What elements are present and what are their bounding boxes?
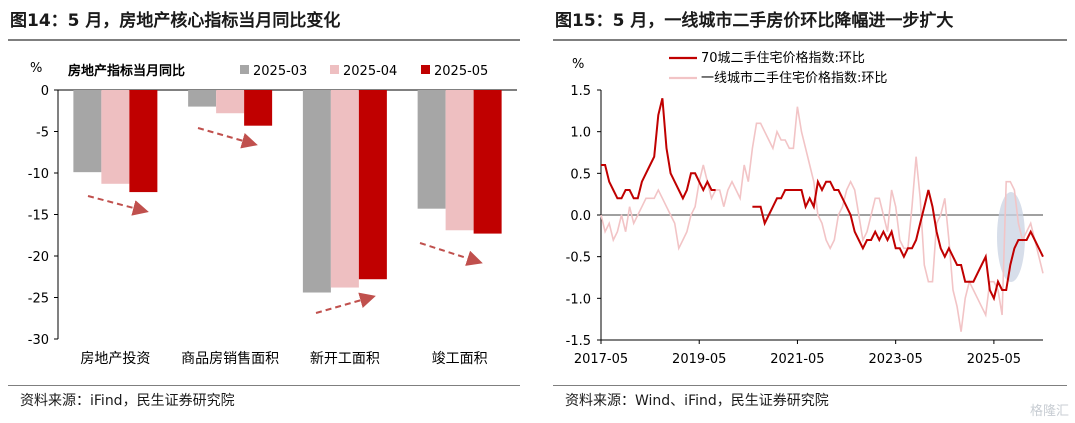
bar <box>445 90 474 231</box>
bar <box>129 90 158 193</box>
y-tick-label: -20 <box>28 250 49 265</box>
legend-label: 一线城市二手住宅价格指数:环比 <box>701 70 887 86</box>
bar <box>330 90 359 288</box>
legend-label: 2025-04 <box>343 64 397 79</box>
left-panel: 图14：5 月，房地产核心指标当月同比变化 % 0 -5 -10 -15 -20 -25 -3… <box>0 0 528 423</box>
right-source-rule <box>553 385 1067 386</box>
bar <box>417 90 446 209</box>
y-tick-label: -10 <box>28 167 49 182</box>
legend-label: 2025-03 <box>253 64 307 79</box>
legend-swatch <box>421 65 430 74</box>
legend-swatch <box>240 65 249 74</box>
line-chart: % 1.5 1.0 0.5 0.0 -0.5 -1.0 -1.5 2017-05 2019-05 2… <box>566 50 1044 367</box>
bar <box>188 90 217 107</box>
left-source: 资料来源：iFind，民生证券研究院 <box>20 393 235 409</box>
right-title-rule <box>553 39 1067 41</box>
watermark-logo: 格隆汇 <box>1029 404 1069 419</box>
category-label: 新开工面积 <box>310 351 380 367</box>
trend-arrow <box>315 292 376 314</box>
y-tick-label: 0 <box>41 84 49 99</box>
x-tick-label: 2025-05 <box>967 352 1021 367</box>
y-tick-label: -30 <box>28 333 49 348</box>
y-tick-label: 0.5 <box>570 167 591 182</box>
y-tick-label: -1.5 <box>566 334 591 349</box>
y-tick-label: 1.0 <box>570 126 591 141</box>
series-line-tier1 <box>600 106 1044 332</box>
y-unit-label: % <box>572 57 584 72</box>
category-label: 房地产投资 <box>80 351 150 367</box>
series-line-70-cities <box>601 98 1044 302</box>
category-label: 竣工面积 <box>432 351 488 367</box>
bar <box>244 90 273 126</box>
x-tick-label: 2021-05 <box>770 352 824 367</box>
bar-chart: % 0 -5 -10 -15 -20 -25 -30 房地产指标当月同比 2025-03 2025-… <box>28 61 517 367</box>
bar <box>473 90 502 234</box>
right-title: 图15：5 月，一线城市二手房价环比降幅进一步扩大 <box>555 11 954 31</box>
bar <box>302 90 331 293</box>
y-tick-label: 1.5 <box>570 84 591 99</box>
legend-label: 2025-05 <box>434 64 488 79</box>
x-tick-label: 2019-05 <box>672 352 726 367</box>
highlight-ellipse <box>997 192 1025 282</box>
y-tick-label: -25 <box>28 292 49 307</box>
bar <box>216 90 245 114</box>
legend-swatch <box>330 65 339 74</box>
trend-arrow <box>197 127 258 149</box>
x-tick-label: 2017-05 <box>574 352 628 367</box>
y-tick-label: 0.0 <box>570 209 591 224</box>
y-unit-label: % <box>30 61 42 76</box>
y-tick-label: -0.5 <box>566 251 591 266</box>
left-title-rule <box>8 39 520 41</box>
y-tick-label: -1.0 <box>566 292 591 307</box>
trend-arrow <box>87 195 149 216</box>
bar <box>73 90 102 173</box>
chart-title: 房地产指标当月同比 <box>68 63 185 79</box>
left-source-rule <box>8 385 520 386</box>
category-label: 商品房销售面积 <box>181 351 279 367</box>
legend-label: 70城二手住宅价格指数:环比 <box>701 50 865 66</box>
x-tick-label: 2023-05 <box>869 352 923 367</box>
trend-arrow <box>419 242 483 266</box>
right-panel: 图15：5 月，一线城市二手房价环比降幅进一步扩大 % 1.5 1.0 0.5 0.0 -… <box>545 0 1075 423</box>
bar <box>358 90 387 280</box>
y-tick-label: -5 <box>36 126 49 141</box>
left-title: 图14：5 月，房地产核心指标当月同比变化 <box>10 11 341 31</box>
y-tick-label: -15 <box>28 209 49 224</box>
bar <box>101 90 130 184</box>
right-source: 资料来源：Wind、iFind，民生证券研究院 <box>565 393 829 409</box>
